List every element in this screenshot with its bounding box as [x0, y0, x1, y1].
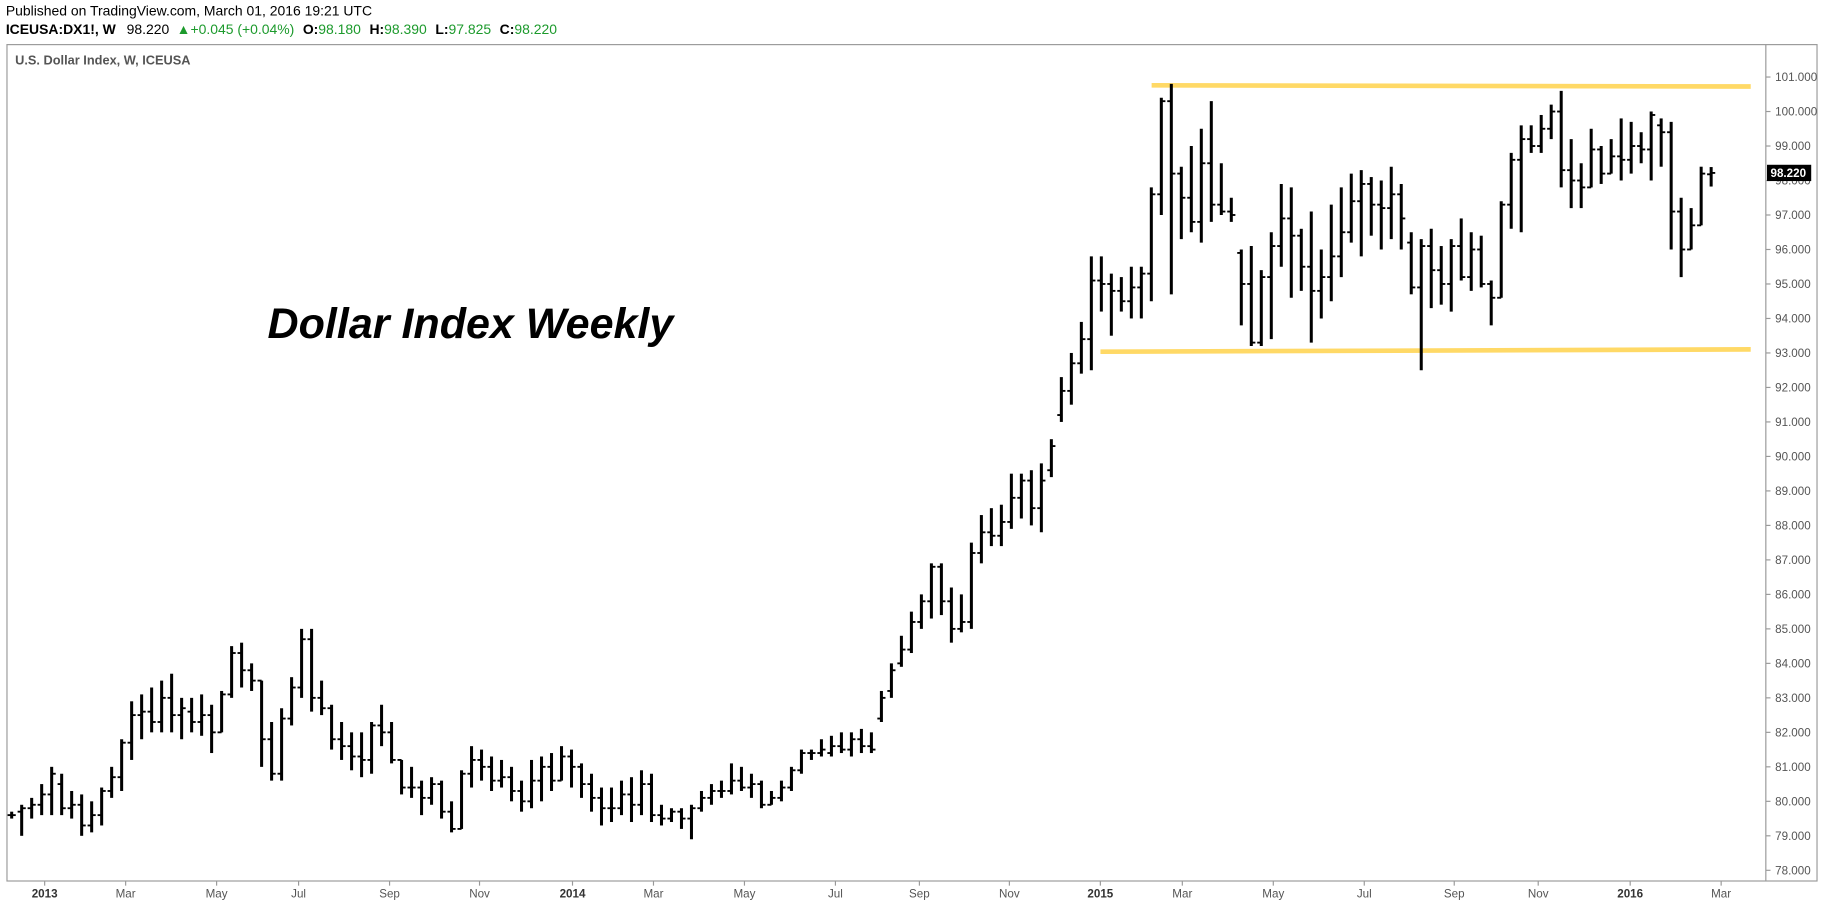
y-tick-label: 93.000	[1775, 347, 1811, 360]
y-tick-label: 80.000	[1775, 795, 1811, 808]
y-tick-label: 94.000	[1775, 313, 1811, 326]
y-tick-label: 81.000	[1775, 761, 1811, 774]
y-tick-label: 100.000	[1775, 106, 1818, 119]
last: 98.220	[127, 21, 170, 37]
x-tick-label: Nov	[999, 887, 1020, 900]
high: 98.390	[384, 21, 427, 37]
y-tick-label: 87.000	[1775, 554, 1811, 567]
x-tick-label: Jul	[1357, 887, 1372, 900]
y-tick-label: 99.000	[1775, 140, 1811, 153]
open-label: O:	[303, 21, 318, 37]
last-price-label: 98.220	[1770, 167, 1806, 180]
chart-frame	[6, 44, 1818, 882]
x-tick-label: Mar	[116, 887, 136, 900]
x-tick-label: 2015	[1087, 887, 1113, 900]
annotation: Dollar Index Weekly	[268, 300, 676, 348]
y-tick-label: 79.000	[1775, 830, 1811, 843]
close-label: C:	[500, 21, 515, 37]
x-tick-label: Sep	[1444, 887, 1465, 900]
published-note: Published on TradingView.com, March 01, …	[6, 3, 372, 19]
x-tick-label: May	[206, 887, 228, 900]
y-tick-label: 90.000	[1775, 450, 1811, 463]
x-tick-label: Nov	[1528, 887, 1549, 900]
x-tick-label: Jul	[291, 887, 306, 900]
low: 97.825	[449, 21, 492, 37]
y-tick-label: 95.000	[1775, 278, 1811, 291]
x-tick-label: 2013	[32, 887, 58, 900]
change: +0.045 (+0.04%)	[190, 21, 294, 37]
x-tick-label: Mar	[1711, 887, 1731, 900]
x-tick-label: Mar	[643, 887, 663, 900]
y-tick-label: 96.000	[1775, 244, 1811, 257]
y-tick-label: 78.000	[1775, 864, 1811, 877]
last-price-box	[1767, 164, 1812, 182]
x-tick-label: Nov	[469, 887, 490, 900]
x-tick-label: Jul	[828, 887, 843, 900]
y-tick-label: 83.000	[1775, 692, 1811, 705]
chart-title: U.S. Dollar Index, W, ICEUSA	[15, 52, 190, 67]
x-tick-label: 2016	[1617, 887, 1643, 900]
x-tick-label: May	[1262, 887, 1284, 900]
y-tick-label: 91.000	[1775, 416, 1811, 429]
close: 98.220	[514, 21, 557, 37]
high-label: H:	[369, 21, 384, 37]
bars	[7, 83, 1716, 840]
support-line	[1100, 347, 1751, 355]
resistance-line	[1151, 83, 1751, 89]
symbol-legend: ICEUSA:DX1!, W 98.220 ▲+0.045 (+0.04%) O…	[6, 21, 557, 37]
y-tick-label: 84.000	[1775, 657, 1811, 670]
open: 98.180	[318, 21, 361, 37]
up-arrow: ▲	[177, 21, 191, 37]
y-tick-label: 88.000	[1775, 519, 1811, 532]
y-tick-label: 89.000	[1775, 485, 1811, 498]
x-tick-label: May	[733, 887, 755, 900]
y-tick-label: 101.000	[1775, 71, 1818, 84]
symbol: ICEUSA:DX1!, W	[6, 21, 117, 37]
x-tick-label: 2014	[560, 887, 586, 900]
y-tick-label: 85.000	[1775, 623, 1811, 636]
x-tick-label: Sep	[909, 887, 930, 900]
x-tick-label: Sep	[379, 887, 400, 900]
low-label: L:	[435, 21, 448, 37]
y-tick-label: 86.000	[1775, 588, 1811, 601]
y-tick-label: 92.000	[1775, 382, 1811, 395]
y-tick-label: 82.000	[1775, 726, 1811, 739]
x-tick-label: Mar	[1172, 887, 1192, 900]
y-tick-label: 97.000	[1775, 209, 1811, 222]
